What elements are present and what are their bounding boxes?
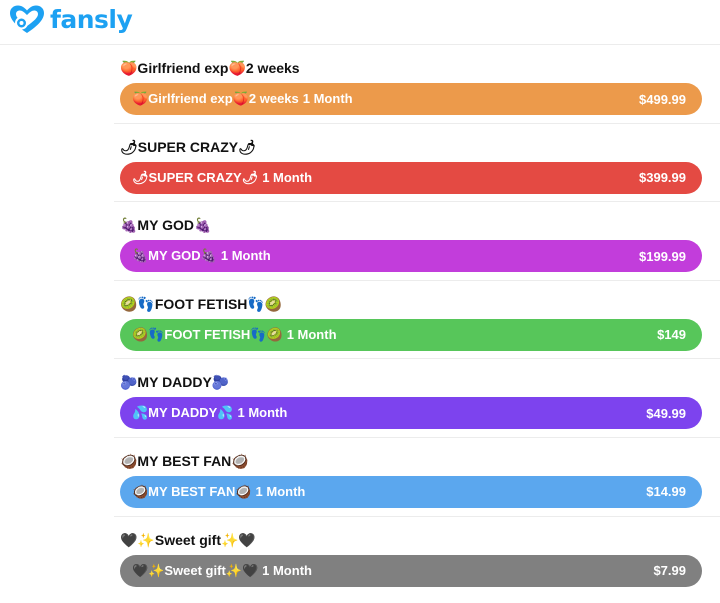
subscribe-duration: 1 Month bbox=[286, 326, 337, 342]
tier-item: 🍑Girlfriend exp🍑2 weeks 🍑Girlfriend exp🍑… bbox=[114, 45, 720, 124]
tier-title: 🖤✨Sweet gift✨🖤 bbox=[120, 531, 256, 548]
subscribe-button[interactable]: 🍑Girlfriend exp🍑2 weeks 1 Month $499.99 bbox=[120, 83, 702, 115]
fansly-logo[interactable]: fansly bbox=[8, 4, 133, 36]
subscribe-button-label: 🍑Girlfriend exp🍑2 weeks bbox=[132, 91, 299, 106]
tier-item: 🍇MY GOD🍇 🍇MY GOD🍇 1 Month $199.99 bbox=[114, 202, 720, 281]
tier-title: 🫐MY DADDY🫐 bbox=[120, 374, 230, 391]
subscribe-duration: 1 Month bbox=[262, 169, 313, 185]
tier-title: 🍇MY GOD🍇 bbox=[120, 217, 212, 234]
subscribe-button-label: 🌶SUPER CRAZY🌶 bbox=[132, 169, 259, 185]
subscribe-button[interactable]: 🍇MY GOD🍇 1 Month $199.99 bbox=[120, 240, 702, 273]
subscribe-price: $499.99 bbox=[639, 91, 686, 107]
subscribe-button-label: 🥝👣FOOT FETISH👣🥝 bbox=[132, 326, 283, 342]
subscribe-price: $149 bbox=[657, 327, 686, 343]
subscribe-button[interactable]: 💦MY DADDY💦 1 Month $49.99 bbox=[120, 397, 702, 430]
subscribe-duration: 1 Month bbox=[237, 405, 288, 421]
tier-item: 🫐MY DADDY🫐 💦MY DADDY💦 1 Month $49.99 bbox=[114, 359, 720, 438]
tier-title: 🌶SUPER CRAZY🌶 bbox=[120, 138, 256, 155]
tier-item: 🥝👣FOOT FETISH👣🥝 🥝👣FOOT FETISH👣🥝 1 Month … bbox=[114, 281, 720, 360]
tier-title: 🍑Girlfriend exp🍑2 weeks bbox=[120, 60, 300, 76]
subscribe-duration: 1 Month bbox=[302, 91, 353, 106]
subscribe-duration: 1 Month bbox=[255, 483, 306, 499]
subscribe-duration: 1 Month bbox=[262, 562, 312, 578]
subscribe-button-label: 🥥MY BEST FAN🥥 bbox=[132, 483, 252, 499]
tier-item: 🥥MY BEST FAN🥥 🥥MY BEST FAN🥥 1 Month $14.… bbox=[114, 438, 720, 517]
subscribe-price: $399.99 bbox=[639, 170, 686, 186]
subscribe-duration: 1 Month bbox=[220, 248, 271, 264]
tier-item: 🖤✨Sweet gift✨🖤 🖤✨Sweet gift✨🖤 1 Month $7… bbox=[114, 517, 720, 596]
tier-title: 🥝👣FOOT FETISH👣🥝 bbox=[120, 295, 283, 312]
subscribe-button[interactable]: 🥥MY BEST FAN🥥 1 Month $14.99 bbox=[120, 475, 702, 508]
subscribe-price: $7.99 bbox=[653, 563, 686, 579]
subscribe-button[interactable]: 🖤✨Sweet gift✨🖤 1 Month $7.99 bbox=[120, 554, 702, 587]
subscribe-price: $49.99 bbox=[646, 405, 686, 421]
subscribe-price: $199.99 bbox=[639, 248, 686, 264]
subscribe-button[interactable]: 🥝👣FOOT FETISH👣🥝 1 Month $149 bbox=[120, 318, 702, 351]
tier-list: 🍑Girlfriend exp🍑2 weeks 🍑Girlfriend exp🍑… bbox=[114, 45, 720, 595]
subscribe-price: $14.99 bbox=[646, 484, 686, 500]
subscribe-button-label: 💦MY DADDY💦 bbox=[132, 405, 234, 421]
header: fansly bbox=[0, 0, 720, 45]
brand-name: fansly bbox=[50, 5, 133, 34]
subscribe-button[interactable]: 🌶SUPER CRAZY🌶 1 Month $399.99 bbox=[120, 161, 702, 194]
heart-logo-icon bbox=[10, 5, 44, 33]
tier-title: 🥥MY BEST FAN🥥 bbox=[120, 452, 249, 469]
subscribe-button-label: 🖤✨Sweet gift✨🖤 bbox=[132, 562, 259, 578]
subscribe-button-label: 🍇MY GOD🍇 bbox=[132, 248, 217, 264]
tier-item: 🌶SUPER CRAZY🌶 🌶SUPER CRAZY🌶 1 Month $399… bbox=[114, 124, 720, 203]
